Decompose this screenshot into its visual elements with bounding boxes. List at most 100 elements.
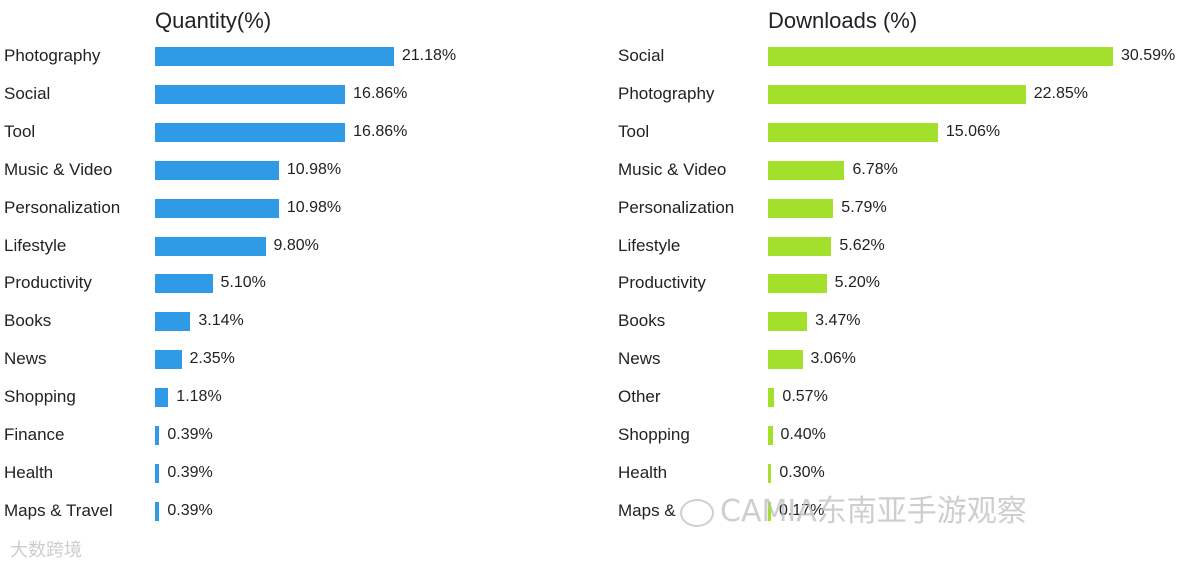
downloads-value-label: 15.06%: [945, 122, 1001, 140]
quantity-row: Books 3.14%: [0, 303, 590, 341]
quantity-value-label: 9.80%: [273, 236, 319, 254]
downloads-category-label: Other: [618, 387, 661, 407]
downloads-value-label: 0.17%: [779, 501, 825, 519]
quantity-category-label: Books: [4, 311, 52, 331]
quantity-row: Shopping 1.18%: [0, 379, 590, 417]
quantity-bar: [155, 160, 279, 180]
downloads-category-label: Health: [618, 462, 668, 482]
downloads-category-label: Lifestyle: [618, 235, 681, 255]
downloads-category-label: Music & Video: [618, 159, 727, 179]
downloads-row: Photography 22.85%: [614, 76, 1184, 114]
downloads-category-label: Productivity: [618, 273, 706, 293]
downloads-category-label: Photography: [618, 83, 715, 103]
downloads-bar: [768, 312, 808, 332]
quantity-category-label: Health: [4, 462, 54, 482]
quantity-row: Photography 21.18%: [0, 38, 590, 76]
downloads-row: Personalization 5.79%: [614, 190, 1184, 228]
quantity-bar: [155, 274, 213, 294]
quantity-value-label: 5.10%: [220, 274, 266, 292]
quantity-chart-title: Quantity(%): [155, 8, 272, 33]
downloads-value-label: 3.47%: [815, 312, 861, 330]
downloads-row: News 3.06%: [614, 341, 1184, 379]
downloads-value-label: 6.78%: [852, 160, 898, 178]
downloads-value-label: 5.62%: [839, 236, 885, 254]
quantity-row: Personalization 10.98%: [0, 190, 590, 228]
watermark-camia: CAMIA东南亚手游观察: [680, 486, 1027, 530]
quantity-bar: [155, 501, 160, 521]
downloads-row: Shopping 0.40%: [614, 417, 1184, 455]
downloads-category-label: Social: [618, 46, 665, 65]
quantity-category-label: Music & Video: [4, 159, 113, 179]
quantity-bar: [155, 84, 346, 104]
downloads-bar: [768, 274, 827, 294]
quantity-value-label: 10.98%: [286, 198, 342, 216]
downloads-chart-title: Downloads (%): [768, 8, 918, 33]
quantity-value-label: 16.86%: [353, 122, 408, 140]
quantity-row: Health 0.39%: [0, 455, 590, 493]
quantity-category-label: Photography: [4, 46, 101, 65]
quantity-row: Maps & Travel 0.39%: [0, 493, 590, 531]
quantity-value-label: 3.14%: [198, 312, 244, 330]
quantity-bar: [155, 47, 394, 66]
quantity-row: Productivity 5.10%: [0, 265, 590, 303]
quantity-category-label: Lifestyle: [4, 235, 67, 255]
downloads-value-label: 3.06%: [810, 350, 856, 368]
downloads-value-label: 0.40%: [780, 426, 826, 443]
downloads-row: Tool 15.06%: [614, 114, 1184, 152]
downloads-row: Books 3.47%: [614, 303, 1184, 341]
wechat-icon: [680, 498, 714, 527]
quantity-chart: Quantity(%) Photography 21.18% Social 16.86…: [0, 0, 590, 568]
quantity-row: Social 16.86%: [0, 76, 590, 114]
quantity-category-label: Personalization: [4, 197, 121, 217]
downloads-category-label: News: [618, 349, 661, 369]
downloads-bar: [768, 350, 803, 370]
downloads-chart: Downloads (%) Social 30.59% Photography 22.…: [614, 0, 1184, 568]
quantity-bar: [155, 236, 266, 256]
quantity-category-label: Social: [4, 83, 51, 103]
watermark-camia-text: CAMIA东南亚手游观察: [720, 494, 1027, 529]
quantity-value-label: 0.39%: [167, 463, 213, 481]
downloads-value-label: 0.57%: [782, 388, 828, 406]
downloads-row: Productivity 5.20%: [614, 265, 1184, 303]
downloads-row: Music & Video 6.78%: [614, 152, 1184, 190]
downloads-category-label: Maps &: [618, 500, 676, 520]
downloads-value-label: 5.79%: [841, 198, 887, 216]
downloads-bar: [768, 198, 834, 218]
quantity-row: Tool 16.86%: [0, 114, 590, 152]
downloads-bar: [768, 501, 771, 521]
quantity-bar: [155, 350, 182, 370]
quantity-bar: [155, 198, 279, 218]
quantity-bar: [155, 122, 346, 142]
downloads-bar: [768, 122, 938, 142]
downloads-row: Health 0.30%: [614, 455, 1184, 493]
quantity-value-label: 21.18%: [401, 47, 457, 64]
downloads-bar: [768, 426, 773, 445]
watermark-dashu-text: 大数跨境: [10, 540, 82, 561]
downloads-category-label: Personalization: [618, 197, 735, 217]
quantity-value-label: 10.98%: [286, 160, 342, 178]
quantity-category-label: Maps & Travel: [4, 500, 113, 520]
quantity-value-label: 0.39%: [167, 426, 213, 443]
quantity-value-label: 1.18%: [176, 388, 222, 406]
downloads-value-label: 5.20%: [834, 274, 881, 292]
quantity-category-label: Finance: [4, 425, 65, 444]
quantity-category-label: Shopping: [4, 387, 76, 407]
quantity-category-label: Productivity: [4, 273, 92, 293]
quantity-row: Music & Video 10.98%: [0, 152, 590, 190]
downloads-value-label: 22.85%: [1033, 84, 1088, 102]
downloads-bar: [768, 84, 1026, 104]
quantity-bar: [155, 463, 160, 483]
downloads-category-label: Tool: [618, 121, 650, 141]
downloads-row: Maps & 0.17%: [614, 493, 1184, 531]
downloads-bar: [768, 47, 1113, 66]
quantity-row: News 2.35%: [0, 341, 590, 379]
downloads-value-label: 0.30%: [779, 463, 825, 481]
downloads-value-label: 30.59%: [1121, 47, 1176, 64]
quantity-value-label: 0.39%: [167, 501, 213, 519]
downloads-row: Lifestyle 5.62%: [614, 228, 1184, 266]
downloads-bar: [768, 388, 775, 408]
downloads-row: Other 0.57%: [614, 379, 1184, 417]
quantity-bar: [155, 388, 169, 408]
downloads-row: Social 30.59%: [614, 38, 1184, 76]
downloads-category-label: Shopping: [618, 425, 690, 444]
